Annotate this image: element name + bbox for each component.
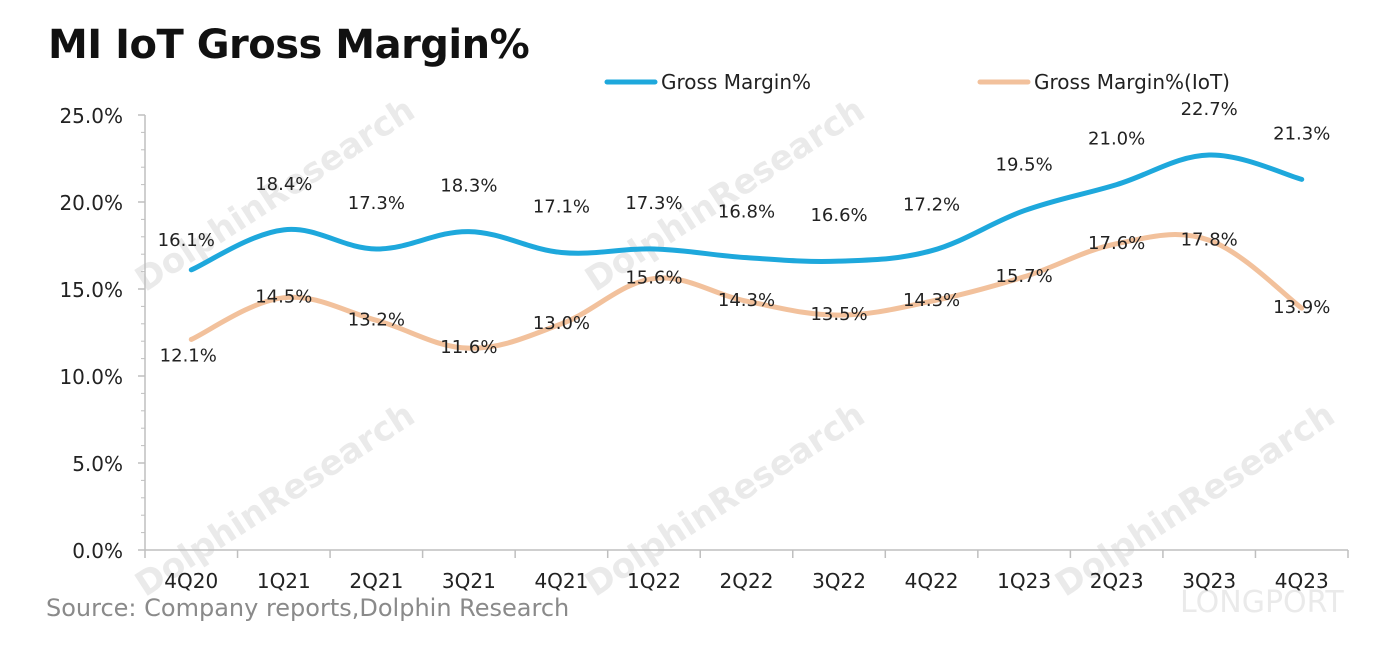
y-tick-label: 10.0% [59, 365, 123, 389]
x-tick-label: 3Q23 [1182, 569, 1236, 593]
y-tick-label: 20.0% [59, 191, 123, 215]
data-label: 13.9% [1273, 297, 1330, 318]
chart-title: MI IoT Gross Margin% [48, 22, 530, 68]
x-tick-label: 4Q22 [905, 569, 959, 593]
x-tick-label: 2Q23 [1090, 569, 1144, 593]
data-label: 16.6% [810, 205, 867, 226]
data-label: 14.5% [255, 287, 312, 308]
legend-label: Gross Margin%(IoT) [1034, 70, 1230, 94]
x-tick-label: 1Q21 [257, 569, 311, 593]
series-layer [188, 152, 1305, 351]
data-label: 15.6% [625, 268, 682, 289]
data-label: 17.2% [903, 195, 960, 216]
data-label: 17.8% [1181, 229, 1238, 250]
data-label: 13.0% [533, 313, 590, 334]
data-label: 14.3% [903, 290, 960, 311]
data-label: 19.5% [996, 155, 1053, 176]
x-tick-label: 1Q22 [627, 569, 681, 593]
data-label: 17.1% [533, 196, 590, 217]
data-label-layer: 16.1% 18.4% 17.3% 18.3% 17.1% 17.3% 16.8% 16.6%… [158, 99, 1331, 366]
y-axis: 0.0% 5.0% 10.0% 15.0% 20.0% 25.0% [59, 104, 146, 563]
data-label: 15.7% [996, 266, 1053, 287]
data-label: 13.5% [810, 304, 867, 325]
y-tick-label: 0.0% [72, 539, 123, 563]
data-label: 17.3% [625, 193, 682, 214]
data-label: 13.2% [348, 309, 405, 330]
data-label: 17.3% [348, 193, 405, 214]
data-label: 18.3% [440, 176, 497, 197]
data-label: 16.1% [158, 230, 215, 251]
x-tick-label: 3Q21 [442, 569, 496, 593]
x-tick-label: 4Q23 [1275, 569, 1329, 593]
data-label: 21.3% [1273, 123, 1330, 144]
source-note: Source: Company reports,Dolphin Research [46, 594, 570, 622]
data-label: 17.6% [1088, 233, 1145, 254]
data-label: 18.4% [255, 174, 312, 195]
watermark-brand: LONGPORT [1180, 585, 1344, 620]
data-label: 16.8% [718, 202, 775, 223]
x-tick-label: 3Q22 [812, 569, 866, 593]
x-tick-label: 2Q22 [720, 569, 774, 593]
data-label: 14.3% [718, 290, 775, 311]
x-tick-label: 1Q23 [997, 569, 1051, 593]
y-tick-label: 5.0% [72, 452, 123, 476]
data-label: 11.6% [440, 337, 497, 358]
data-label: 12.1% [160, 345, 217, 366]
x-tick-label: 4Q20 [164, 569, 218, 593]
x-tick-label: 2Q21 [349, 569, 403, 593]
y-tick-label: 15.0% [59, 278, 123, 302]
legend-label: Gross Margin% [661, 70, 811, 94]
data-label: 22.7% [1181, 99, 1238, 120]
data-label: 21.0% [1088, 129, 1145, 150]
y-tick-label: 25.0% [59, 104, 123, 128]
legend: Gross Margin% Gross Margin%(IoT) [604, 70, 1230, 94]
x-tick-label: 4Q21 [534, 569, 588, 593]
x-axis: 4Q20 1Q21 2Q21 3Q21 4Q21 1Q22 2Q22 3Q22 4Q22 1Q23… [144, 549, 1349, 593]
